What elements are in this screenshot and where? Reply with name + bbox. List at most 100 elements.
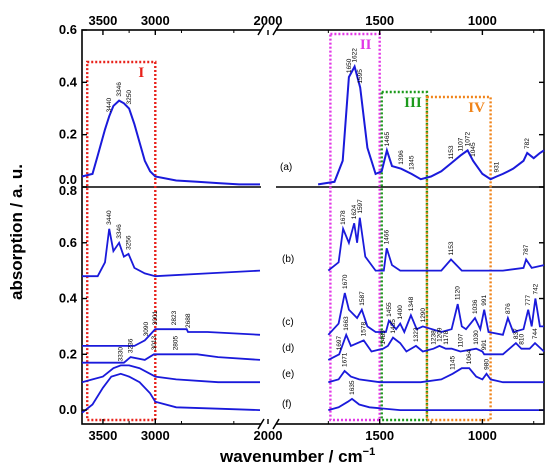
peak-label: 1455 xyxy=(386,302,393,317)
peak-label: 1345 xyxy=(409,155,416,170)
axis-break-mark xyxy=(272,24,280,36)
peak-label: 810 xyxy=(518,333,525,344)
peak-label: 1030 xyxy=(473,330,480,345)
peak-label: 1178 xyxy=(443,330,450,344)
peak-label: 2805 xyxy=(173,335,180,350)
region-label-III: III xyxy=(404,95,422,111)
x-tick-label: 1000 xyxy=(468,428,497,443)
peak-label: 1396 xyxy=(398,150,405,165)
y-tick-label-bottom: 0.4 xyxy=(59,291,78,306)
peak-label: 1597 xyxy=(357,199,364,214)
axis-ticks: 3500 3500 3000 3000 2000 2000 1500 1500 1000 1000… xyxy=(59,13,544,443)
y-tick-label-top: 0.6 xyxy=(59,22,77,37)
peak-label: 1153 xyxy=(448,241,455,255)
peak-label: 1624 xyxy=(351,204,358,219)
peak-label: 1036 xyxy=(472,299,479,314)
plot-frame xyxy=(81,24,545,430)
peak-label: 1483 xyxy=(380,330,387,345)
x-tick-label-top: 1000 xyxy=(468,13,497,28)
peak-label: 876 xyxy=(505,303,512,314)
peak-label: 1348 xyxy=(408,296,415,311)
series-line-f xyxy=(81,372,544,414)
peak-label: 1635 xyxy=(349,380,356,395)
y-tick-label-top: 0.0 xyxy=(59,172,77,187)
peak-label: 3090 xyxy=(143,322,150,337)
peak-label: 1671 xyxy=(342,352,349,367)
peak-label: 787 xyxy=(523,244,530,255)
peak-label: 1145 xyxy=(450,355,457,369)
peak-label: 1238 xyxy=(431,330,438,345)
y-tick-label-top: 0.4 xyxy=(59,74,78,89)
peak-label: 980 xyxy=(483,359,490,370)
peak-label: 1622 xyxy=(352,48,359,63)
x-tick-label: 3500 xyxy=(88,428,117,443)
region-label-I: I xyxy=(138,65,144,81)
x-tick-label: 3000 xyxy=(141,428,170,443)
outer-frame xyxy=(81,29,545,425)
y-tick-label-bottom: 0.6 xyxy=(59,235,77,250)
x-axis-title-sup: −1 xyxy=(363,446,376,458)
peak-label: 1650 xyxy=(346,58,353,73)
series-label-a: (a) xyxy=(280,162,292,173)
y-tick-label-bottom: 0.8 xyxy=(59,183,77,198)
x-tick-label-top: 3500 xyxy=(88,13,117,28)
peak-label: 1107 xyxy=(457,333,464,347)
peak-label: 1578 xyxy=(361,322,368,337)
series-label-e: (e) xyxy=(282,369,294,380)
region-box-IV xyxy=(425,95,492,422)
peak-label: 2823 xyxy=(171,310,178,325)
peak-label: 3250 xyxy=(126,90,133,105)
peak-label: 742 xyxy=(532,283,539,294)
peak-label: 1107 xyxy=(457,137,464,151)
series-label-f: (f) xyxy=(282,399,291,410)
peak-label: 3001 xyxy=(152,310,159,325)
region-label-IV: IV xyxy=(468,100,485,116)
peak-label: 3346 xyxy=(116,224,123,239)
peak-label: 777 xyxy=(525,294,532,305)
peak-label: 1697 xyxy=(336,335,343,350)
y-tick-label-bottom: 0.2 xyxy=(59,346,77,361)
peak-label: 1209 xyxy=(436,327,443,342)
series-line-b xyxy=(82,217,545,278)
peak-label: 782 xyxy=(524,138,531,149)
peak-label: 1072 xyxy=(465,132,472,147)
peak-label: 1153 xyxy=(448,145,455,159)
peak-label: 1323 xyxy=(413,327,420,342)
peak-label: 1435 xyxy=(390,319,397,334)
peak-label: 1400 xyxy=(397,305,404,320)
peak-label: 2688 xyxy=(185,313,192,328)
axis-break-mark xyxy=(272,418,280,430)
peak-label: 1290 xyxy=(420,308,427,323)
peak-label: 1465 xyxy=(384,132,391,147)
peak-label: 3256 xyxy=(125,235,132,250)
x-axis-title: wavenumber / cm−1 xyxy=(219,446,375,466)
peak-label: 3440 xyxy=(106,210,113,225)
series-line-c xyxy=(82,292,544,347)
y-axis-title: absorption / a. u. xyxy=(7,164,26,300)
peak-label: 1120 xyxy=(455,286,462,300)
x-tick-label: 2000 xyxy=(254,428,283,443)
x-tick-label: 1500 xyxy=(365,428,394,443)
peak-label: 1670 xyxy=(342,274,349,289)
peak-label: 3236 xyxy=(128,338,135,353)
series-line-a xyxy=(81,63,545,186)
peak-label: 1064 xyxy=(466,349,473,364)
peak-label: 744 xyxy=(532,328,539,339)
x-tick-label-top: 3000 xyxy=(141,13,170,28)
y-tick-label-bottom: 0.0 xyxy=(59,402,77,417)
region-box-III xyxy=(380,90,429,422)
y-tick-label-top: 0.2 xyxy=(59,127,77,142)
series-label-b: (b) xyxy=(282,254,294,265)
peak-label: 837 xyxy=(513,328,520,339)
peak-label: 1663 xyxy=(343,316,350,331)
peak-label: 931 xyxy=(494,161,501,172)
peak-label: 991 xyxy=(481,339,488,350)
region-box-I xyxy=(86,60,157,422)
series-label-d: (d) xyxy=(282,343,294,354)
region-label-II: II xyxy=(360,37,372,53)
peak-label: 991 xyxy=(481,294,488,305)
series-label-c: (c) xyxy=(282,317,294,328)
axis-break-mark xyxy=(257,418,265,430)
